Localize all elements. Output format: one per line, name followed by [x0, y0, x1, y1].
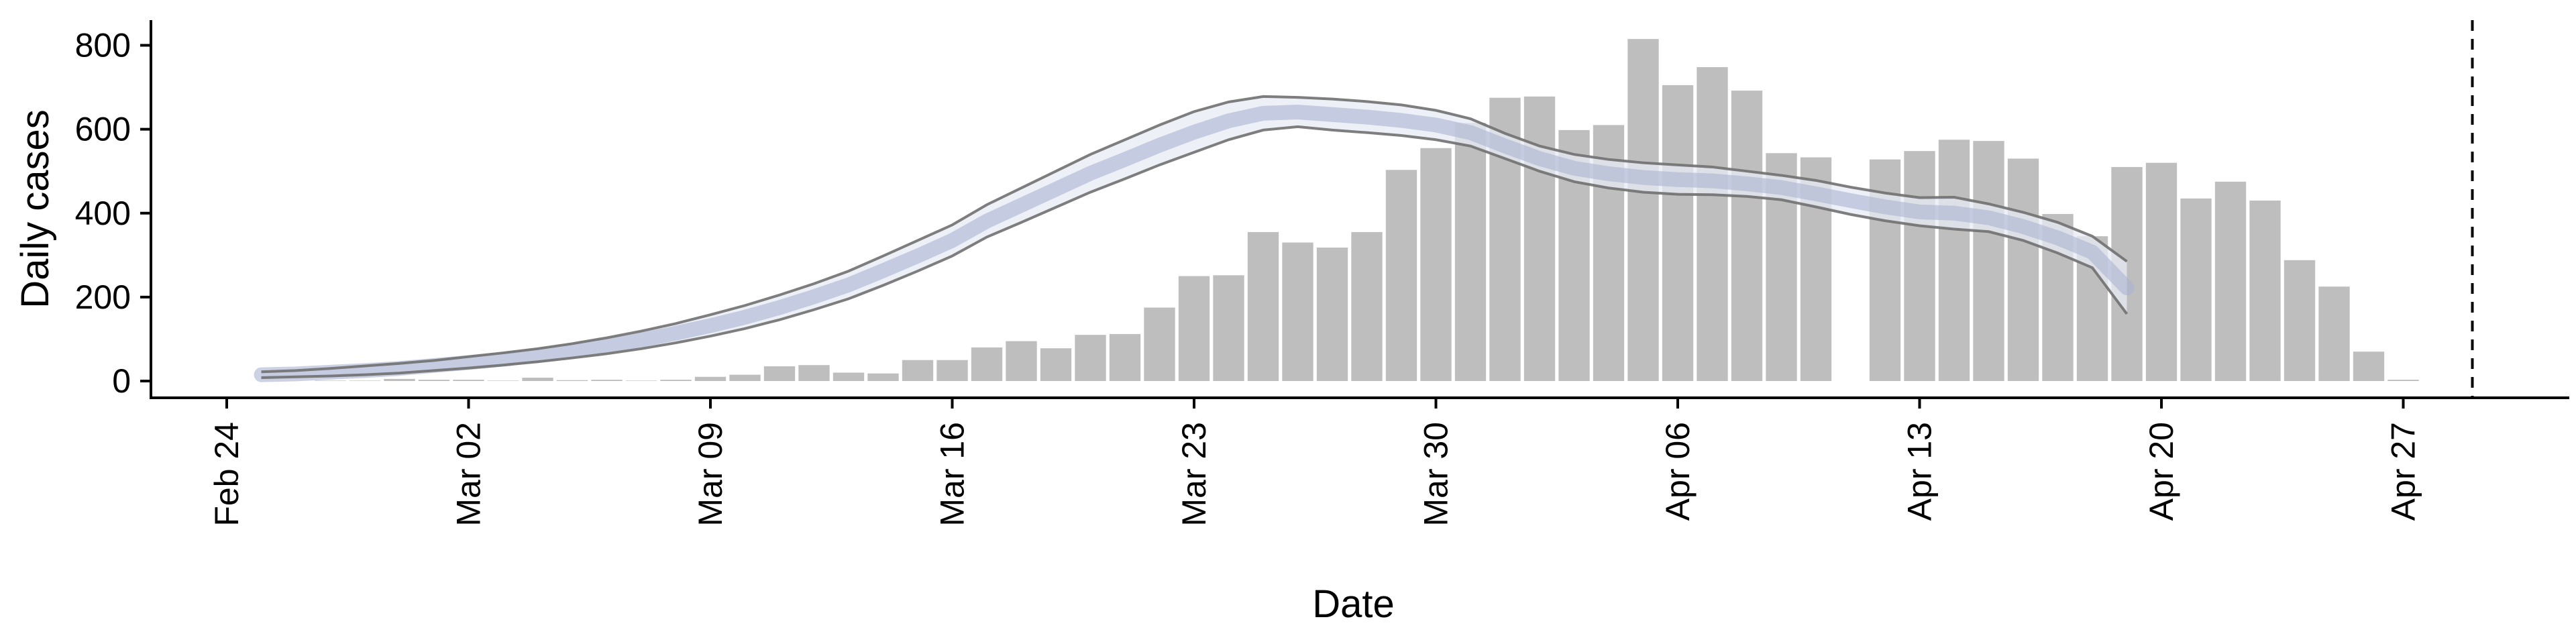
axes: 0 200 400 600 800 Feb 24 Mar 02 Mar 09 Mar 16 Mar…: [75, 20, 2569, 527]
y-axis-title: Daily cases: [13, 109, 57, 309]
bar: [2249, 200, 2281, 381]
credible-interval-area: [261, 96, 2127, 378]
bar: [971, 347, 1003, 381]
bar: [591, 380, 623, 381]
x-tick-label: Apr 13: [1901, 422, 1939, 521]
y-tick-label: 200: [75, 278, 131, 316]
bar: [1316, 248, 1348, 381]
median-estimate-line: [254, 104, 2135, 382]
bar: [2284, 260, 2316, 381]
bar-series: [211, 39, 2419, 381]
bar: [833, 372, 865, 381]
x-axis-title: Date: [1312, 582, 1395, 626]
bar: [1213, 275, 1244, 381]
bar: [556, 380, 588, 381]
x-tick-label: Apr 06: [1659, 422, 1697, 521]
bar: [902, 360, 934, 381]
bar: [1904, 151, 1935, 381]
bar: [453, 380, 484, 381]
bar: [1420, 148, 1452, 381]
bar: [1351, 231, 1383, 381]
y-tick-label: 800: [75, 27, 131, 64]
bar: [763, 366, 796, 381]
bar: [694, 376, 727, 381]
bar: [2180, 198, 2212, 381]
bar: [1627, 39, 1659, 381]
bar: [1523, 96, 1556, 381]
bar: [2353, 352, 2385, 381]
x-tick-label: Mar 09: [692, 422, 729, 527]
bar: [2318, 286, 2350, 381]
bar: [1282, 242, 1313, 381]
bar: [2214, 181, 2247, 381]
bar: [1454, 123, 1487, 381]
bar: [1075, 335, 1106, 381]
bar: [2387, 380, 2419, 381]
bar: [487, 380, 519, 381]
bar: [1006, 341, 1037, 381]
bar: [1144, 307, 1175, 381]
bar: [1109, 333, 1141, 381]
x-tick-label: Mar 16: [934, 422, 971, 527]
y-tick-label: 600: [75, 111, 131, 148]
bar: [1938, 140, 1970, 381]
bar: [867, 373, 899, 381]
bar: [1178, 276, 1210, 381]
bar: [2145, 162, 2178, 381]
bar: [1247, 231, 1279, 381]
bar: [729, 374, 761, 381]
bar: [315, 380, 346, 381]
bar: [660, 380, 692, 381]
y-tick-label: 0: [112, 362, 131, 400]
bar: [522, 377, 553, 381]
bar: [2007, 158, 2039, 381]
bar: [1040, 348, 1072, 381]
bar: [1697, 67, 1728, 381]
lower-bound-line: [261, 125, 2129, 379]
bar: [936, 360, 968, 381]
bar: [1385, 170, 1417, 381]
y-tick-label: 400: [75, 195, 131, 232]
x-tick-label: Mar 30: [1417, 422, 1455, 527]
bar: [625, 380, 657, 381]
bar: [798, 365, 830, 381]
bar: [384, 378, 415, 381]
bar: [349, 380, 381, 381]
upper-bound-line: [261, 95, 2128, 374]
bar: [418, 380, 450, 381]
x-tick-label: Feb 24: [208, 422, 246, 527]
bar: [1662, 85, 1694, 381]
x-tick-label: Apr 20: [2143, 422, 2180, 521]
x-tick-label: Apr 27: [2385, 422, 2422, 521]
x-tick-label: Mar 23: [1175, 422, 1213, 527]
estimate-band: [254, 95, 2135, 382]
bar: [1731, 91, 1763, 381]
bar: [1973, 141, 2004, 381]
x-tick-label: Mar 02: [450, 422, 488, 527]
